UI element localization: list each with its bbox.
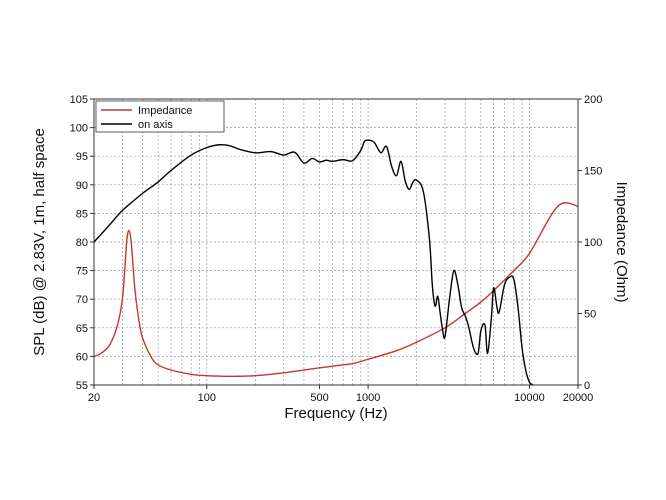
y-axis-label: SPL (dB) @ 2.83V, 1m, half space xyxy=(31,128,48,356)
y-tick-label: 75 xyxy=(76,266,88,278)
y2-tick-label: 100 xyxy=(584,237,602,249)
legend-label-impedance: Impedance xyxy=(138,105,192,117)
y-tick-label: 70 xyxy=(76,294,88,306)
series-layer xyxy=(93,139,579,386)
series-line-on-axis xyxy=(93,139,534,386)
x-tick-label: 500 xyxy=(310,392,328,404)
grid xyxy=(94,99,578,385)
y-tick-label: 95 xyxy=(76,151,88,163)
y2-axis-label: Impedance (Ohm) xyxy=(613,182,630,303)
y2-tick-label: 0 xyxy=(584,380,590,392)
y-tick-label: 55 xyxy=(76,380,88,392)
y-tick-label: 80 xyxy=(76,237,88,249)
series-line-impedance xyxy=(93,202,579,378)
x-axis-label: Frequency (Hz) xyxy=(284,405,387,422)
x-tick-label: 1000 xyxy=(356,392,380,404)
y2-tick-label: 50 xyxy=(584,309,596,321)
y-tick-label: 105 xyxy=(70,94,88,106)
x-tick-label: 20000 xyxy=(563,392,594,404)
y-tick-label: 65 xyxy=(76,323,88,335)
y-tick-label: 60 xyxy=(76,351,88,363)
legend-box xyxy=(95,100,225,133)
x-tick-label: 10000 xyxy=(514,392,545,404)
legend: Impedance on axis xyxy=(95,100,225,133)
y2-tick-label: 150 xyxy=(584,166,602,178)
y2-tick-label: 200 xyxy=(584,94,602,106)
y-tick-label: 90 xyxy=(76,180,88,192)
legend-label-on-axis: on axis xyxy=(138,119,173,131)
x-tick-label: 20 xyxy=(88,392,100,404)
y-tick-label: 85 xyxy=(76,208,88,220)
x-tick-label: 100 xyxy=(198,392,216,404)
tick-labels: 20 100 500 1000 10000 20000556065707580859095… xyxy=(70,94,603,404)
y-tick-label: 100 xyxy=(70,123,88,135)
